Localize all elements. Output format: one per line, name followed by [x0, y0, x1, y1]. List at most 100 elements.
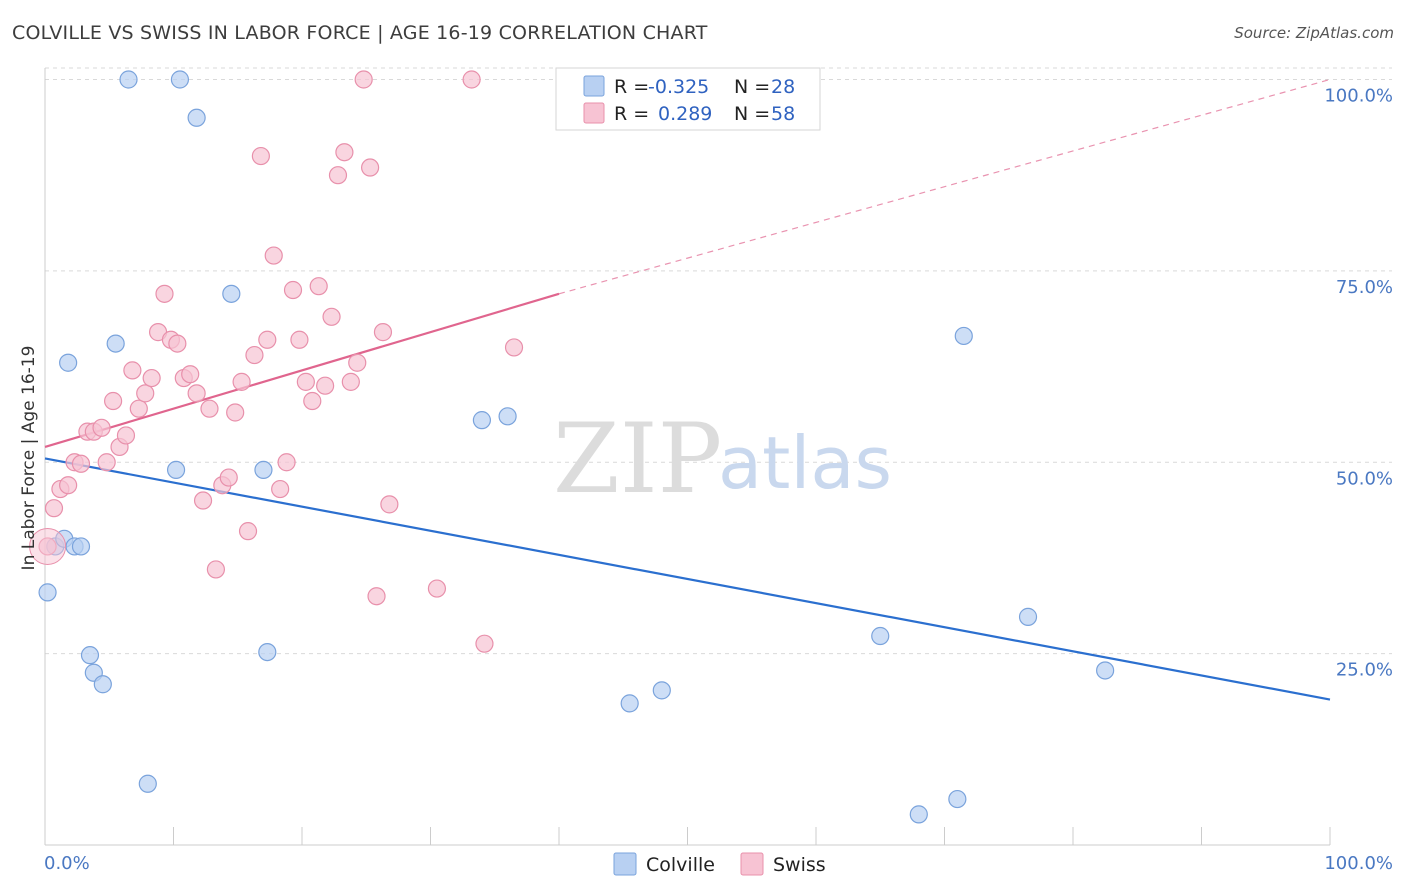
y-axis-title: In Labor Force | Age 16-19 [19, 346, 39, 571]
point-swiss-43 [316, 376, 335, 395]
point-swiss-24 [193, 491, 213, 510]
legend-r-label-colville: R = [614, 76, 649, 98]
point-colville-0 [38, 583, 57, 602]
point-swiss-38 [283, 280, 303, 300]
point-colville-20 [620, 694, 639, 713]
point-swiss-55 [475, 634, 494, 653]
legend-n-label-swiss: N = [734, 103, 770, 125]
point-swiss-34 [258, 330, 277, 349]
point-swiss-9 [97, 453, 116, 472]
point-swiss-12 [116, 426, 136, 445]
point-colville-7 [93, 675, 112, 694]
point-swiss-18 [155, 284, 174, 303]
point-colville-14 [166, 460, 186, 480]
point-colville-22 [871, 626, 890, 646]
point-colville-4 [71, 537, 91, 556]
point-swiss-49 [354, 70, 373, 89]
point-colville-5 [80, 646, 100, 665]
watermark: ZIP atlas [553, 403, 892, 515]
point-colville-16 [254, 460, 273, 480]
point-swiss-45 [328, 166, 348, 185]
source-label: Source: ZipAtlas.com [1234, 24, 1394, 42]
point-swiss-33 [251, 146, 270, 166]
point-swiss-28 [219, 468, 238, 487]
point-swiss-44 [322, 307, 341, 326]
point-swiss-5 [71, 454, 91, 473]
point-colville-12 [170, 70, 190, 89]
x-tick-label-0: 0.0% [44, 853, 90, 874]
point-swiss-30 [232, 372, 251, 391]
point-swiss-39 [290, 330, 309, 349]
point-colville-19 [498, 407, 517, 426]
axes: 25.0% 50.0% 75.0% 100.0% 0.0% 100.0% [44, 68, 1393, 874]
point-swiss-35 [264, 246, 283, 265]
point-swiss-56 [462, 70, 481, 89]
point-colville-26 [1018, 607, 1038, 626]
point-colville-21 [652, 681, 671, 700]
watermark-atlas: atlas [718, 421, 892, 505]
point-swiss-51 [367, 587, 386, 606]
point-colville-24 [948, 789, 967, 809]
x-tick-label-100: 100.0% [1324, 853, 1393, 874]
chart-title: COLVILLE VS SWISS IN LABOR FORCE | AGE 1… [12, 22, 708, 44]
point-swiss-23 [187, 384, 206, 403]
y-tick-label-50: 50.0% [1336, 468, 1393, 489]
y-tick-label-100: 100.0% [1324, 86, 1393, 107]
trend-line-colville [44, 457, 1331, 701]
point-colville-11 [119, 70, 138, 89]
point-swiss-32 [245, 345, 264, 365]
point-swiss-3 [59, 476, 78, 495]
legend-r-label-swiss: R = [614, 103, 649, 125]
legend-n-label-colville: N = [734, 76, 770, 98]
point-colville-8 [106, 334, 125, 353]
point-colville-17 [258, 642, 277, 662]
point-swiss-14 [129, 399, 148, 418]
point-swiss-22 [181, 365, 200, 384]
point-swiss-37 [277, 453, 296, 472]
watermark-zip: ZIP [553, 403, 722, 515]
stats-legend: R = -0.325 N = 28 R = 0.289 N = 58 [555, 67, 821, 131]
point-swiss-53 [380, 495, 399, 514]
legend-swatch-swiss [583, 102, 605, 124]
point-swiss-50 [361, 158, 380, 177]
bottom-legend-swatch-swiss [740, 852, 764, 876]
series-legend: Colville Swiss [613, 852, 826, 876]
trend-line-swiss [44, 292, 560, 448]
trend-lines [44, 78, 1331, 701]
legend-n-value-swiss: 58 [771, 103, 795, 125]
point-swiss-cluster [29, 527, 67, 565]
point-swiss-1 [44, 499, 64, 518]
point-swiss-26 [206, 560, 226, 579]
legend-r-value-swiss: 0.289 [658, 103, 712, 125]
point-swiss-25 [200, 399, 219, 418]
legend-r-value-colville: -0.325 [648, 76, 709, 98]
point-swiss-36 [271, 479, 290, 499]
point-swiss-47 [341, 372, 360, 391]
point-swiss-48 [348, 353, 367, 372]
point-swiss-15 [136, 384, 155, 403]
point-colville-9 [59, 353, 78, 372]
y-tick-label-25: 25.0% [1336, 660, 1393, 681]
point-swiss-20 [168, 334, 187, 353]
bottom-legend-label-swiss: Swiss [773, 854, 826, 876]
point-swiss-10 [104, 391, 123, 411]
point-swiss-8 [92, 418, 111, 437]
bottom-legend-swatch-colville [613, 852, 637, 876]
point-swiss-31 [238, 522, 258, 541]
point-colville-18 [472, 411, 491, 430]
point-colville-15 [222, 284, 241, 303]
point-swiss-41 [303, 391, 322, 411]
y-tick-label-75: 75.0% [1336, 277, 1393, 298]
point-colville-25 [954, 326, 973, 346]
point-colville-27 [1096, 661, 1115, 680]
point-swiss-46 [335, 143, 354, 162]
grid-lines [45, 67, 1392, 655]
point-swiss-52 [373, 323, 393, 342]
point-swiss-40 [296, 372, 315, 391]
point-swiss-54 [427, 579, 447, 598]
legend-swatch-colville [583, 75, 605, 97]
point-colville-10 [138, 774, 157, 793]
point-colville-13 [187, 108, 206, 127]
legend-n-value-colville: 28 [771, 76, 795, 98]
